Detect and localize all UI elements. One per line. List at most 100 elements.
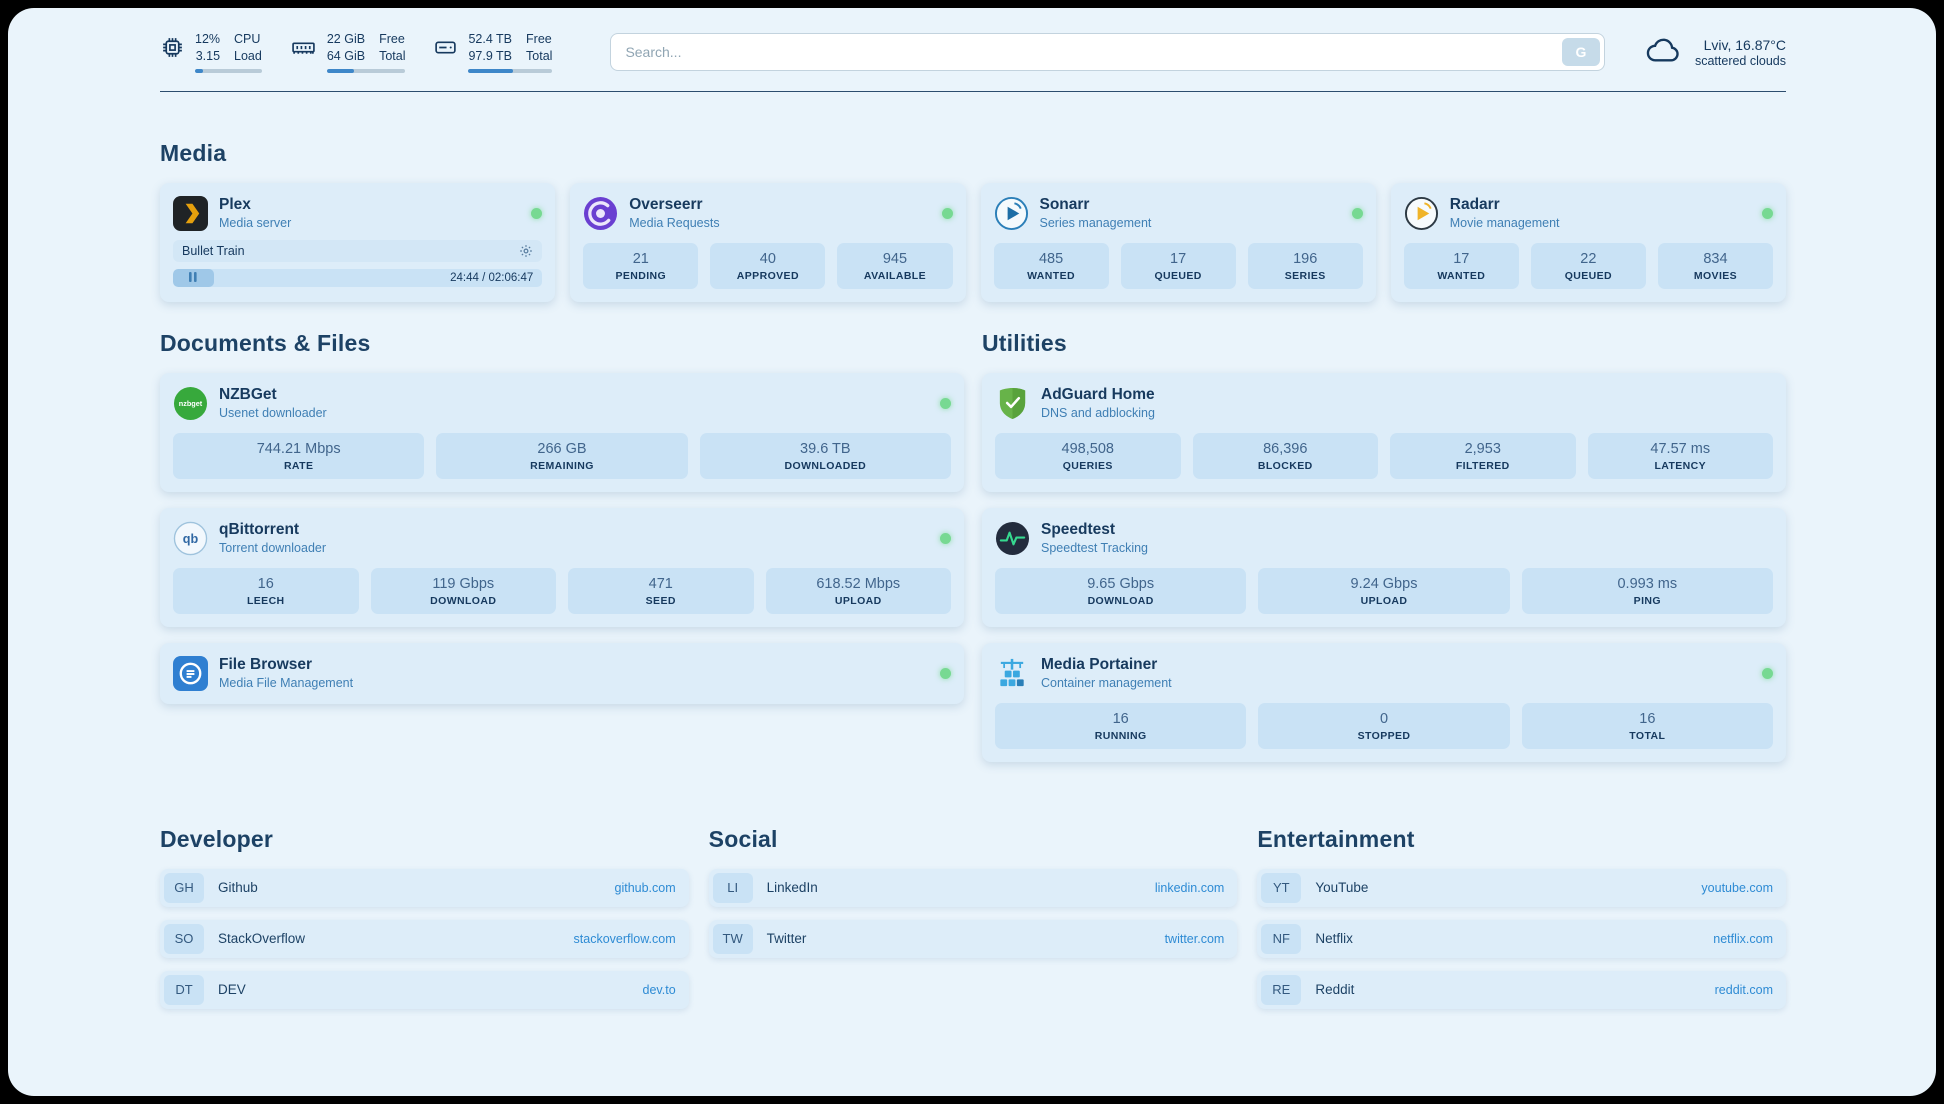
bookmark-twitter[interactable]: TW Twitter twitter.com [708, 919, 1238, 958]
status-dot [1351, 207, 1363, 219]
cpu-load-value: 3.15 [195, 48, 221, 63]
section-media: Media Plex Media server Bullet Train [160, 140, 1786, 302]
dashboard-page: 12% CPU 3.15 Load 22 Gi [8, 8, 1936, 1096]
memory-total-value: 64 GiB [326, 48, 366, 63]
pause-icon[interactable] [189, 269, 197, 287]
stat-movies: 834 MOVIES [1657, 242, 1773, 289]
cloud-icon [1645, 34, 1683, 71]
bookmark-abbr: GH [164, 872, 204, 903]
bookmark-linkedin[interactable]: LI LinkedIn linkedin.com [708, 868, 1238, 907]
bookmark-stackoverflow[interactable]: SO StackOverflow stackoverflow.com [160, 919, 689, 958]
svg-text:nzbget: nzbget [179, 399, 203, 408]
gear-icon[interactable] [519, 244, 533, 258]
bookmark-reddit[interactable]: RE Reddit reddit.com [1257, 970, 1786, 1009]
bookmark-youtube[interactable]: YT YouTube youtube.com [1257, 868, 1786, 907]
stat-upload: 9.24 Gbps UPLOAD [1258, 567, 1510, 614]
playback-time: 24:44 / 02:06:47 [450, 271, 534, 284]
section-heading-social: Social [708, 825, 778, 852]
app-card-plex[interactable]: Plex Media server Bullet Train [160, 182, 556, 302]
app-card-speedtest[interactable]: Speedtest Speedtest Tracking 9.65 Gbps D… [982, 507, 1786, 627]
bookmark-name: YouTube [1315, 880, 1369, 896]
app-card-overseerr[interactable]: Overseerr Media Requests 21 PENDING 40 A… [570, 182, 966, 302]
stat-queued: 22 QUEUED [1530, 242, 1646, 289]
stat-wanted: 485 WANTED [993, 242, 1109, 289]
memory-total-label: Total [379, 48, 406, 63]
app-name: qBittorrent [219, 521, 300, 539]
bookmark-name: DEV [218, 982, 246, 998]
app-card-portainer[interactable]: Media Portainer Container management 16 … [982, 642, 1786, 762]
search-input[interactable] [610, 33, 1605, 72]
stat-stopped: 0 STOPPED [1258, 702, 1510, 749]
search-bar: G [610, 33, 1605, 72]
bookmark-url: netflix.com [1713, 931, 1773, 946]
bookmark-name: Github [218, 880, 258, 896]
app-name: Speedtest [1041, 521, 1116, 539]
stat-upload: 618.52 Mbps UPLOAD [765, 567, 951, 614]
status-dot [940, 667, 951, 679]
disk-total-label: Total [526, 48, 553, 63]
memory-free-value: 22 GiB [326, 32, 366, 46]
bookmark-url: linkedin.com [1154, 880, 1225, 895]
bookmark-dev[interactable]: DT DEV dev.to [160, 970, 689, 1009]
adguard-icon [995, 386, 1030, 421]
qbittorrent-icon: qb [173, 521, 208, 556]
disk-icon [433, 35, 458, 65]
stat-filtered: 2,953 FILTERED [1390, 432, 1576, 479]
sonarr-icon [994, 196, 1029, 231]
radarr-icon [1404, 196, 1439, 231]
stat-rate: 744.21 Mbps RATE [173, 432, 425, 479]
bookmark-url: github.com [614, 880, 676, 895]
app-card-radarr[interactable]: Radarr Movie management 17 WANTED 22 QUE… [1390, 182, 1786, 302]
status-dot [1762, 207, 1773, 219]
app-desc: Container management [1041, 676, 1172, 691]
disk-free-label: Free [526, 32, 552, 46]
app-card-nzbget[interactable]: nzbget NZBGet Usenet downloader 744.21 M… [160, 372, 964, 492]
section-heading-utilities: Utilities [982, 329, 1067, 356]
section-heading-developer: Developer [160, 825, 274, 852]
weather-widget: Lviv, 16.87°C scattered clouds [1645, 34, 1786, 71]
cpu-progress-bar [195, 69, 262, 73]
memory-progress-bar [326, 69, 406, 73]
stat-download: 9.65 Gbps DOWNLOAD [995, 567, 1247, 614]
stat-blocked: 86,396 BLOCKED [1192, 432, 1378, 479]
stat-downloaded: 39.6 TB DOWNLOADED [699, 432, 951, 479]
app-card-adguard[interactable]: AdGuard Home DNS and adblocking 498,508 … [982, 372, 1786, 492]
stat-running: 16 RUNNING [995, 702, 1247, 749]
stat-wanted: 17 WANTED [1403, 242, 1519, 289]
memory-free-label: Free [379, 32, 405, 46]
stat-download: 119 Gbps DOWNLOAD [370, 567, 556, 614]
app-name: Overseerr [629, 196, 703, 214]
section-documents: Documents & Files nzbget NZBGet Usenet d… [160, 330, 964, 762]
app-name: Radarr [1449, 196, 1500, 214]
now-playing-row: Bullet Train [173, 239, 543, 262]
stat-ping: 0.993 ms PING [1521, 567, 1773, 614]
app-card-sonarr[interactable]: Sonarr Series management 485 WANTED 17 Q… [980, 182, 1376, 302]
cpu-load-label: Load [234, 48, 262, 63]
section-heading-media: Media [160, 139, 227, 166]
stat-approved: 40 APPROVED [710, 242, 826, 289]
stat-queries: 498,508 QUERIES [995, 432, 1181, 479]
plex-icon [173, 195, 208, 231]
app-name: File Browser [219, 656, 313, 674]
bookmark-github[interactable]: GH Github github.com [160, 868, 689, 907]
bookmark-netflix[interactable]: NF Netflix netflix.com [1257, 919, 1786, 958]
nzbget-icon: nzbget [173, 386, 208, 421]
app-card-filebrowser[interactable]: File Browser Media File Management [160, 642, 964, 704]
disk-free-value: 52.4 TB [468, 32, 513, 46]
stat-remaining: 266 GB REMAINING [436, 432, 688, 479]
app-desc: Movie management [1449, 216, 1560, 231]
app-name: NZBGet [219, 386, 277, 404]
bookmark-url: twitter.com [1164, 931, 1225, 946]
playback-progress-bar[interactable]: 24:44 / 02:06:47 [173, 268, 543, 287]
bookmark-url: stackoverflow.com [573, 931, 676, 946]
playback-progress-fill [173, 268, 214, 287]
svg-text:qb: qb [183, 532, 199, 546]
app-card-qbittorrent[interactable]: qb qBittorrent Torrent downloader 16 LEE… [160, 507, 964, 627]
app-name: AdGuard Home [1041, 386, 1155, 404]
search-provider-button[interactable]: G [1561, 38, 1600, 67]
header-divider [160, 90, 1786, 92]
portainer-icon [995, 656, 1030, 691]
app-desc: Media server [219, 216, 292, 231]
memory-progress-fill [326, 69, 354, 73]
stat-latency: 47.57 ms LATENCY [1587, 432, 1773, 479]
